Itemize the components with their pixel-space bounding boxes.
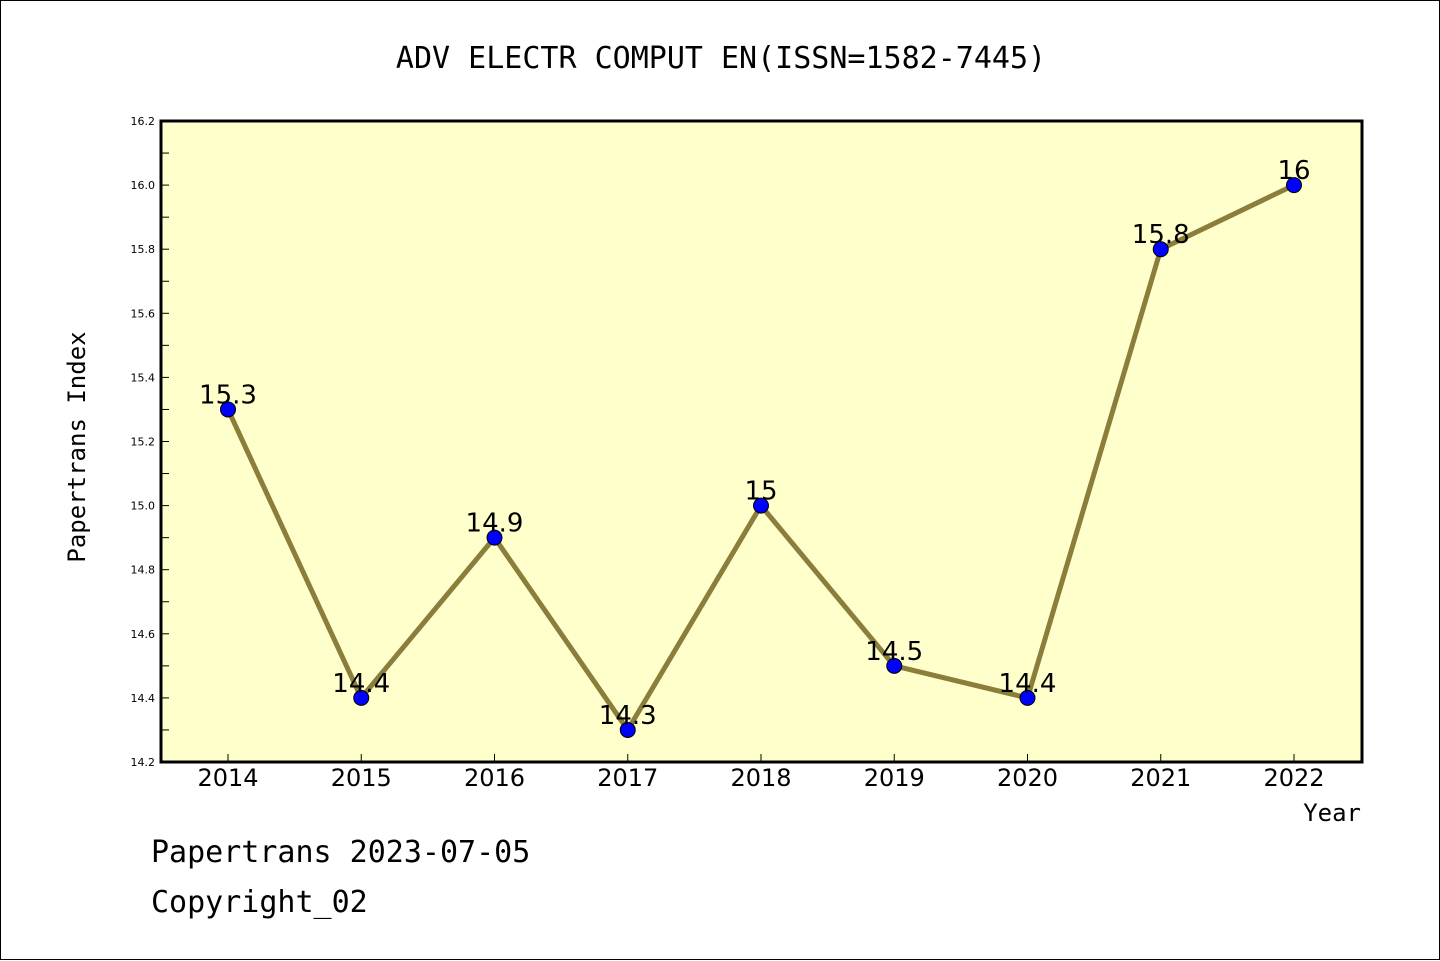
data-point-marker [1019,689,1036,706]
y-tick-label: 16.0 [131,179,156,192]
x-tick-label: 2020 [997,764,1058,792]
data-point-marker [753,497,769,514]
footer-date-line: Papertrans 2023-07-05 [151,835,531,870]
x-tick-label: 2015 [331,764,392,792]
footer-copyright-line: Copyright_02 [151,885,368,920]
data-label: 14.5 [865,637,923,667]
plot-border [159,119,1364,764]
y-tick-label: 16.2 [131,115,156,128]
y-tick-label: 15.6 [131,307,156,320]
series-group: 15.3 14.4 14.9 14.3 15 14.5 14.4 15.8 16 [199,156,1311,738]
x-tick-label: 2017 [597,764,658,792]
x-axis: 2014 2015 2016 2017 2018 2019 2020 2021 2022 [197,754,1325,792]
data-label: 14.9 [466,509,524,539]
x-tick-label: 2022 [1263,764,1324,792]
data-point-marker [220,401,236,418]
data-label: 15.3 [199,380,257,410]
x-tick-label: 2016 [464,764,525,792]
data-label: 14.4 [332,669,390,699]
data-point-marker [486,529,503,546]
x-axis-label: Year [1303,799,1361,827]
y-axis: 14.2 14.4 14.6 14.8 15.0 15.2 15.4 15.6 15.8 16.0… [131,115,169,769]
y-axis-label: Papertrans Index [63,331,91,562]
data-point-marker [1152,241,1169,258]
y-tick-label: 14.8 [131,564,156,577]
y-tick-label: 15.0 [131,500,156,513]
data-label: 16 [1277,156,1310,186]
x-tick-label: 2018 [730,764,791,792]
data-point-marker [1286,177,1302,194]
y-tick-label: 15.8 [131,243,156,256]
x-tick-label: 2014 [197,764,258,792]
data-label: 15.8 [1132,220,1190,250]
plot-area [161,121,1362,762]
data-label: 15 [744,477,777,507]
data-label: 14.3 [599,701,657,731]
y-tick-label: 15.2 [131,436,156,449]
data-label: 14.4 [999,669,1057,699]
data-point-marker [886,657,903,674]
y-tick-label: 15.4 [131,371,156,384]
data-point-marker [353,689,370,706]
y-tick-label: 14.2 [131,756,156,769]
y-tick-label: 14.6 [131,628,156,641]
x-tick-label: 2021 [1130,764,1191,792]
x-tick-label: 2019 [864,764,925,792]
data-point-marker [619,721,636,738]
chart-title: ADV ELECTR COMPUT EN(ISSN=1582-7445) [396,41,1046,76]
y-tick-label: 14.4 [131,692,156,705]
